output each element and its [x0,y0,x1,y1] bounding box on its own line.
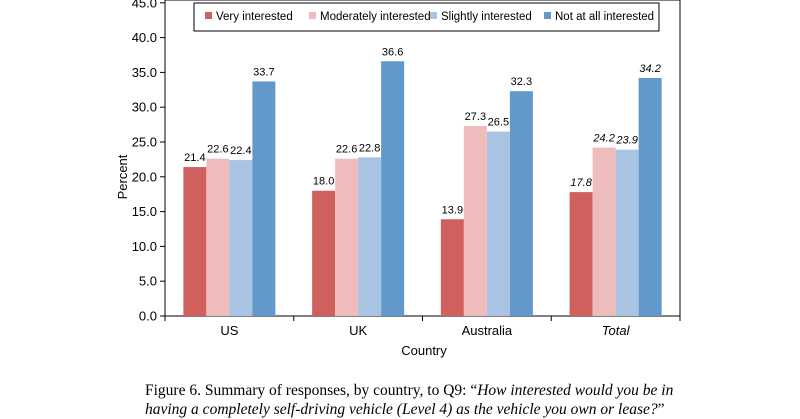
bar-value-label: 34.2 [639,63,660,75]
y-tick-label: 35.0 [132,65,157,80]
legend-entry-label: Very interested [216,11,293,23]
bar-value-label: 22.6 [207,144,228,156]
bar-value-label: 32.3 [511,76,532,88]
bar [206,158,230,316]
legend-swatch [544,12,551,19]
bar-value-label: 23.9 [615,135,637,147]
bar [638,77,662,316]
y-tick-label: 45.0 [132,0,157,10]
y-axis-title: Percent [115,154,130,199]
legend-swatch [430,12,437,19]
figure-caption: Figure 6. Summary of responses, by count… [145,381,795,419]
legend-box [193,2,660,32]
bar-value-label: 33.7 [253,66,274,78]
bar [381,61,405,316]
value-labels: 21.422.6 22.433.718.022.6 22.836.613.927.3… [184,46,661,216]
bar-value-label: 36.6 [382,46,403,58]
caption-line-1: Figure 6. Summary of responses, by count… [145,381,795,400]
y-tick-label: 25.0 [132,135,157,150]
bars [183,61,662,316]
bar-value-label: 22.6 [336,144,357,156]
bar [592,147,616,316]
caption-suffix: ” [657,401,665,418]
legend-entry-label: Not at all interested [555,11,654,23]
bar [569,192,593,316]
y-tick-label: 5.0 [139,274,157,289]
bar [486,131,510,316]
y-tick-label: 0.0 [139,309,157,324]
x-tick-label: Australia [462,323,513,338]
x-axis: US UK Australia Total [164,316,681,338]
y-axis: 0.0 5.0 10.0 15.0 20.0 25.0 30.0 35.0 40.0 45.0 [132,0,165,324]
x-axis-title: Country [401,343,447,358]
y-tick-label: 10.0 [132,239,157,254]
bar [252,81,276,316]
legend-entry-label: Slightly interested [441,11,532,23]
caption-question-part-2: having a completely self-driving vehicle… [145,401,658,418]
caption-prefix: Figure 6. Summary of responses, by count… [145,382,478,399]
y-tick-label: 20.0 [132,169,157,184]
y-tick-label: 40.0 [132,30,157,45]
bar-chart: 0.0 5.0 10.0 15.0 20.0 25.0 30.0 35.0 40.0 45.0 U… [115,0,681,358]
legend-entry-label: Moderately interested [320,11,431,23]
bar-value-label: 27.3 [465,111,486,123]
bar-value-label: 21.4 [184,152,205,164]
plot-area: 0.0 5.0 10.0 15.0 20.0 25.0 30.0 35.0 40.0 45.0 U… [132,0,681,338]
caption-question-part-1: How interested would you be in [477,382,674,399]
legend-swatch [309,12,316,19]
x-tick-label: US [220,323,238,338]
bar-value-label: 17.8 [570,177,592,189]
y-tick-label: 30.0 [132,100,157,115]
bar [335,158,359,316]
bar [358,157,382,316]
bar [440,219,464,316]
y-tick-label: 15.0 [132,204,157,219]
bar [229,160,253,316]
legend-swatch [205,12,212,19]
legend: Very interested Moderately interested Slig… [193,2,660,32]
bar-value-label: 24.2 [592,133,614,145]
caption-line-2: having a completely self-driving vehicle… [145,400,795,419]
bar [312,190,336,316]
bar [463,125,487,316]
x-tick-label: Total [602,323,631,338]
bar [509,91,533,316]
bar [183,167,207,316]
bar-value-label: 22.4 [230,145,251,157]
bar-value-label: 22.8 [359,142,380,154]
bar-value-label: 18.0 [313,176,334,188]
bar-value-label: 26.5 [488,117,509,129]
x-tick-label: UK [349,323,367,338]
bar-value-label: 13.9 [442,204,463,216]
bar [615,149,639,316]
